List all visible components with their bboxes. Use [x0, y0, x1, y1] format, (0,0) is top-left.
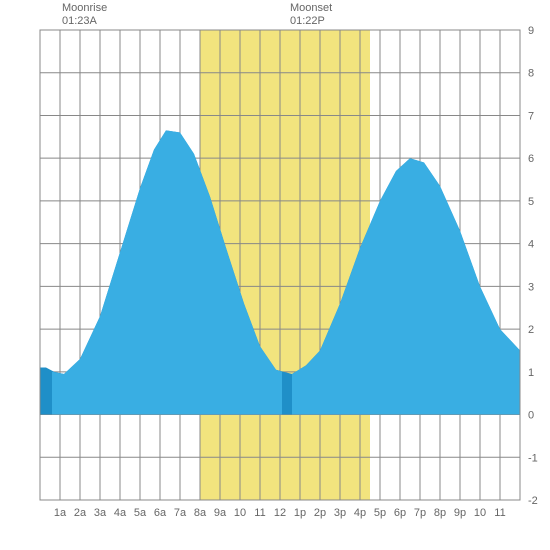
moonset-title: Moonset: [290, 2, 332, 15]
svg-text:7: 7: [528, 110, 534, 122]
svg-text:6p: 6p: [394, 507, 406, 519]
svg-text:1: 1: [528, 367, 534, 379]
svg-text:3p: 3p: [334, 507, 346, 519]
svg-text:10: 10: [234, 507, 246, 519]
moonrise-title: Moonrise: [62, 2, 107, 15]
chart-svg: -2-101234567891a2a3a4a5a6a7a8a9a1011121p…: [0, 0, 550, 550]
svg-text:9p: 9p: [454, 507, 466, 519]
svg-text:11: 11: [254, 507, 265, 519]
svg-text:6: 6: [528, 153, 534, 165]
svg-text:5p: 5p: [374, 507, 386, 519]
svg-text:3a: 3a: [94, 507, 107, 519]
tide-chart: Moonrise 01:23A Moonset 01:22P -2-101234…: [0, 0, 550, 550]
svg-text:1a: 1a: [54, 507, 67, 519]
svg-text:0: 0: [528, 410, 534, 422]
svg-text:4: 4: [528, 239, 534, 251]
svg-text:10: 10: [474, 507, 486, 519]
moonset-time: 01:22P: [290, 15, 332, 28]
svg-text:9a: 9a: [214, 507, 227, 519]
svg-text:4a: 4a: [114, 507, 127, 519]
svg-text:3: 3: [528, 281, 534, 293]
svg-text:12: 12: [274, 507, 286, 519]
svg-text:4p: 4p: [354, 507, 366, 519]
svg-text:8: 8: [528, 68, 534, 80]
svg-text:-1: -1: [528, 452, 538, 464]
svg-text:7p: 7p: [414, 507, 426, 519]
moonrise-label: Moonrise 01:23A: [62, 2, 107, 28]
moonset-label: Moonset 01:22P: [290, 2, 332, 28]
svg-text:11: 11: [494, 507, 505, 519]
svg-text:8p: 8p: [434, 507, 446, 519]
svg-text:5a: 5a: [134, 507, 147, 519]
svg-text:-2: -2: [528, 495, 538, 507]
svg-text:1p: 1p: [294, 507, 306, 519]
moonrise-time: 01:23A: [62, 15, 107, 28]
svg-text:7a: 7a: [174, 507, 187, 519]
svg-text:2: 2: [528, 324, 534, 336]
svg-text:2a: 2a: [74, 507, 87, 519]
svg-text:2p: 2p: [314, 507, 326, 519]
svg-text:6a: 6a: [154, 507, 167, 519]
svg-text:5: 5: [528, 196, 534, 208]
svg-text:9: 9: [528, 25, 534, 37]
svg-text:8a: 8a: [194, 507, 207, 519]
